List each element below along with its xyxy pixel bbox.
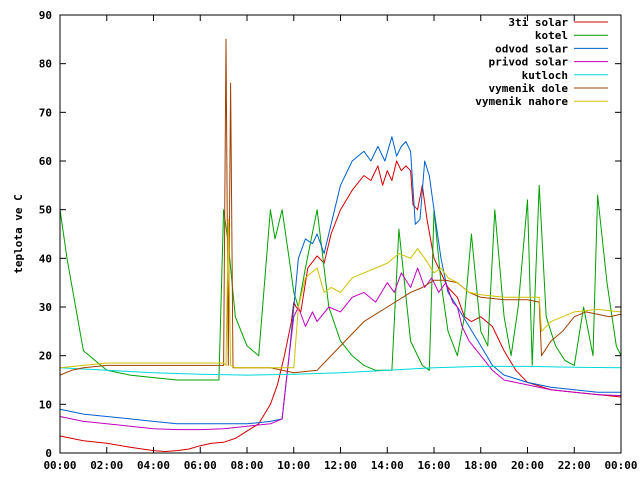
series-line-kotel	[59, 184, 622, 381]
legend-label-kutloch: kutloch	[522, 69, 568, 82]
series-group	[59, 38, 622, 452]
x-tick-label: 10:00	[277, 459, 310, 472]
legend-label-vymenik-nahore: vymenik nahore	[475, 95, 568, 108]
x-tick-label: 00:00	[604, 459, 637, 472]
series-line-kutloch	[59, 365, 622, 376]
legend-label-vymenik-dole: vymenik dole	[489, 82, 569, 95]
y-tick-label: 80	[39, 58, 52, 71]
y-tick-label: 70	[39, 106, 52, 119]
y-tick-label: 30	[39, 301, 52, 314]
x-tick-label: 18:00	[464, 459, 497, 472]
y-tick-label: 0	[45, 447, 52, 460]
x-tick-label: 16:00	[417, 459, 450, 472]
y-tick-label: 60	[39, 155, 52, 168]
y-tick-label: 20	[39, 350, 52, 363]
y-axis-label: teplota ve C	[12, 194, 25, 273]
x-tick-label: 22:00	[558, 459, 591, 472]
legend-label-kotel: kotel	[535, 29, 568, 42]
series-line-vymenik-dole	[59, 38, 622, 376]
x-tick-label: 04:00	[137, 459, 170, 472]
y-tick-label: 90	[39, 9, 52, 22]
y-tick-label: 50	[39, 204, 52, 217]
legend-label-3ti-solar: 3ti solar	[508, 16, 568, 29]
series-line-privod-solar	[59, 267, 622, 431]
x-tick-label: 08:00	[230, 459, 263, 472]
y-tick-label: 40	[39, 252, 52, 265]
legend-label-odvod-solar: odvod solar	[495, 42, 568, 55]
series-line-odvod-solar	[59, 136, 621, 425]
x-axis: 00:00 02:00 04:00 06:00 08:00 10:00 12:00 14:00…	[43, 15, 638, 472]
y-axis: 0 10 20 30 40 50 60 70 80 90	[39, 9, 621, 460]
legend-label-privod-solar: privod solar	[489, 56, 569, 69]
x-tick-label: 12:00	[324, 459, 357, 472]
series-line-3ti-solar	[59, 160, 622, 452]
x-tick-label: 14:00	[371, 459, 404, 472]
x-tick-label: 06:00	[184, 459, 217, 472]
x-tick-label: 20:00	[511, 459, 544, 472]
x-tick-label: 02:00	[90, 459, 123, 472]
y-tick-label: 10	[39, 398, 52, 411]
x-tick-label: 00:00	[43, 459, 76, 472]
series-line-vymenik-nahore	[59, 218, 622, 369]
